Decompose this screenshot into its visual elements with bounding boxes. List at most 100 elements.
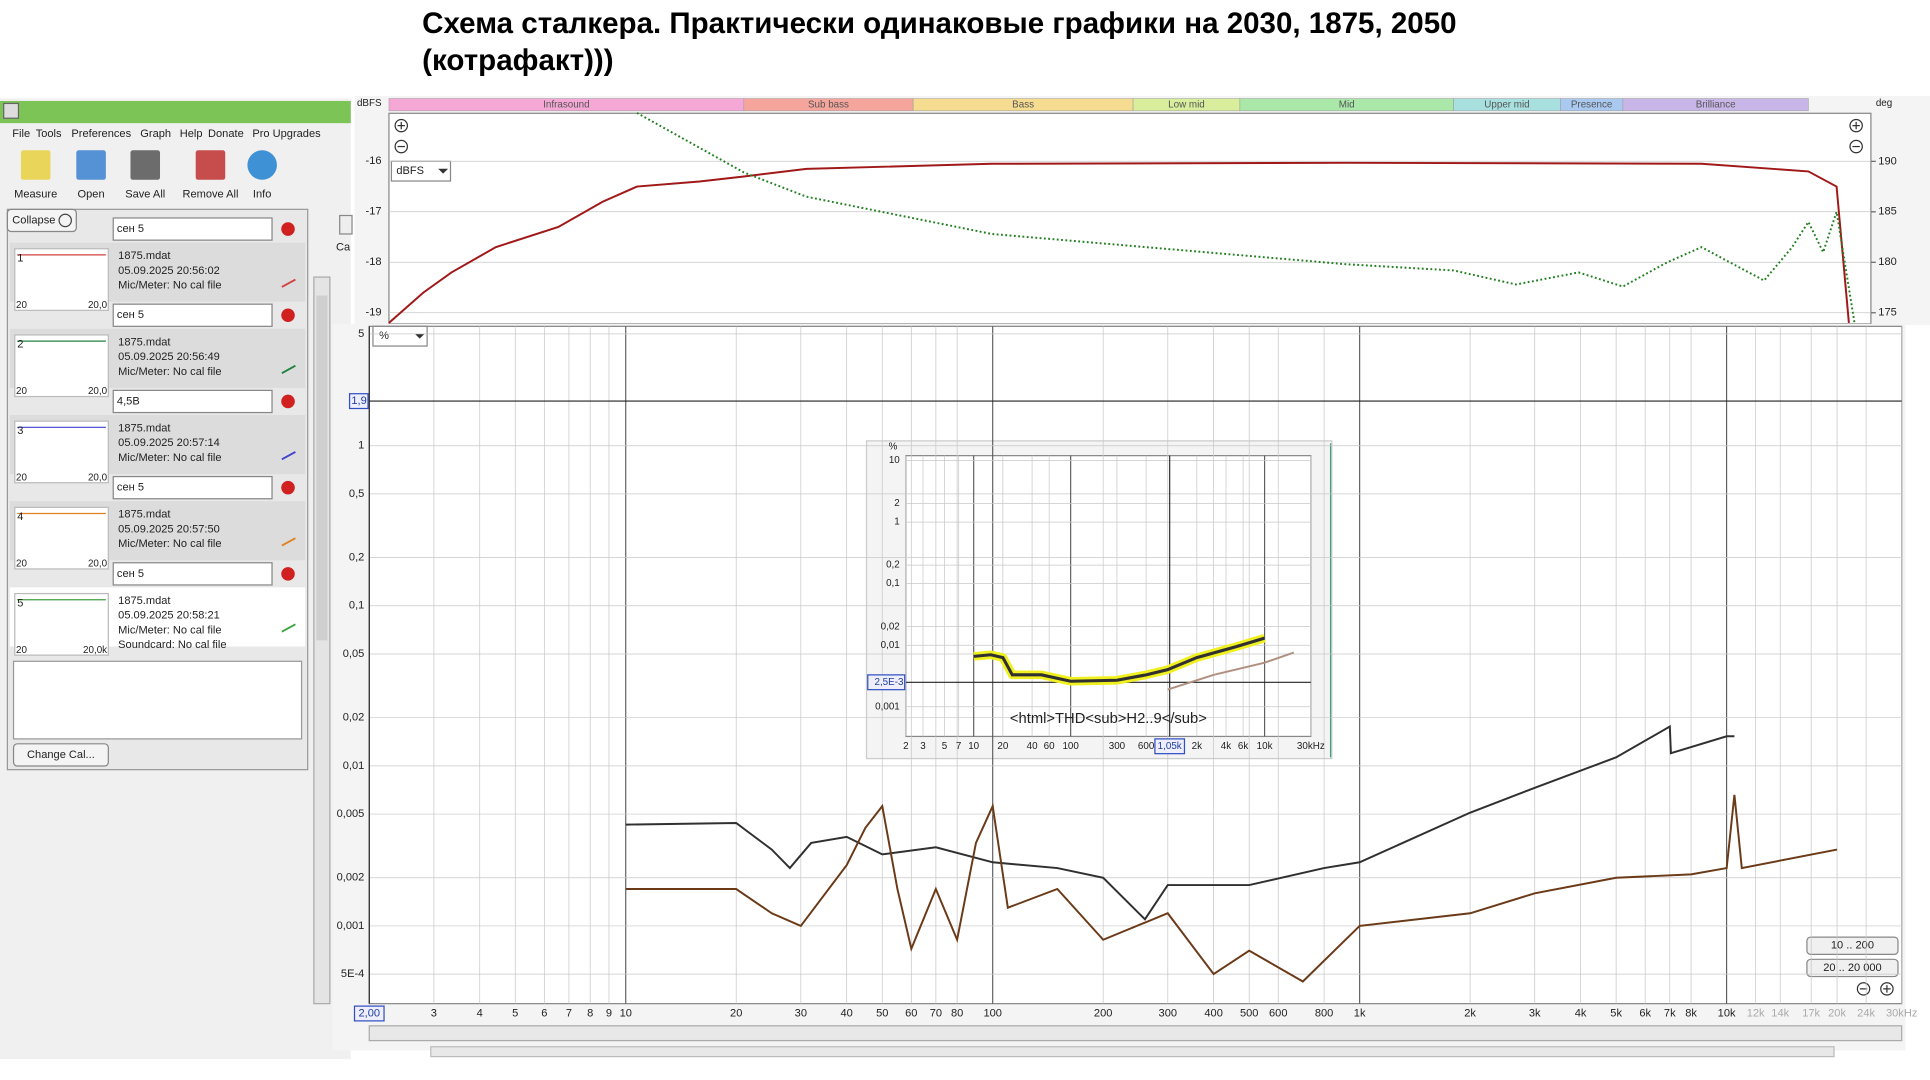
- zoom-in[interactable]: [394, 118, 409, 133]
- side-label: Ca: [336, 241, 351, 253]
- thumb-label: 20,0: [88, 472, 108, 483]
- measurement-index: 1: [17, 253, 23, 265]
- zoom-out[interactable]: [1849, 139, 1863, 154]
- zoom-in[interactable]: [1849, 118, 1863, 133]
- menu-item[interactable]: File: [12, 128, 30, 140]
- zoom-out[interactable]: [1856, 982, 1871, 996]
- band-label: Brilliance: [1696, 99, 1736, 110]
- graphs: Infrasound Sub bass Bass Low mid Mid Upper mi…: [337, 98, 1917, 1022]
- name-field[interactable]: [112, 562, 273, 586]
- zoom-out[interactable]: [394, 139, 409, 154]
- toolbar-label: Measure: [14, 188, 57, 200]
- y-tick-label: 0,002: [337, 872, 365, 884]
- band-label: Presence: [1571, 99, 1613, 110]
- x-tick-label: 5: [512, 1007, 518, 1019]
- x-tick-label: 70: [930, 1007, 942, 1019]
- measurement-mic: Mic/Meter: No cal file: [118, 624, 221, 636]
- measurement-file: 1875.mdat: [118, 509, 170, 521]
- x-tick-label: 9: [606, 1007, 612, 1019]
- y-tick-label: 0,2: [349, 552, 364, 564]
- change-cal-button[interactable]: [12, 743, 109, 767]
- cursor-label: 2,5E-3: [874, 677, 903, 688]
- range-button[interactable]: [1806, 958, 1899, 978]
- remove-icon[interactable]: [281, 222, 295, 236]
- measurement-date: 05.09.2025 20:56:49: [118, 351, 220, 363]
- menu-item[interactable]: Donate: [208, 128, 244, 140]
- trace-color: [281, 623, 296, 633]
- x-tick-label: 12k: [1747, 1007, 1765, 1019]
- y-axis-label: %: [889, 442, 898, 453]
- remove-icon[interactable]: [281, 567, 295, 581]
- measurement-name: сен 5: [117, 309, 144, 321]
- x-tick-label: 60: [1044, 741, 1055, 752]
- menu-item[interactable]: Help: [180, 128, 203, 140]
- thumb-label: 20: [16, 300, 27, 311]
- x-tick-label: 8k: [1685, 1007, 1697, 1019]
- cursor-box: [353, 1005, 385, 1022]
- x-tick-label: 3: [431, 1007, 437, 1019]
- x-tick-label: 800: [1315, 1007, 1333, 1019]
- y-tick-label: 0,05: [343, 648, 365, 660]
- toolbar-icon[interactable]: [195, 150, 226, 180]
- menu-item[interactable]: Tools: [36, 128, 62, 140]
- unit-select-label: dBFS: [396, 165, 424, 177]
- collapse-button[interactable]: [6, 208, 77, 233]
- y-tick-label: 0,2: [886, 560, 900, 571]
- h-scrollbar[interactable]: [368, 1025, 1903, 1042]
- remove-icon[interactable]: [281, 394, 295, 409]
- name-field[interactable]: [112, 475, 273, 500]
- x-tick-label: 4k: [1221, 741, 1231, 752]
- measurement-date: 05.09.2025 20:57:14: [118, 437, 220, 449]
- band-label: Mid: [1339, 99, 1355, 110]
- toolbar-icon[interactable]: [76, 150, 106, 180]
- thumb-label: 20,0: [88, 300, 108, 311]
- x-tick-label: 8: [587, 1007, 593, 1019]
- band-label: Low mid: [1168, 99, 1205, 110]
- y-tick-label: 0,02: [881, 621, 900, 632]
- band: [1622, 98, 1809, 112]
- thumb-label: 20,0: [88, 559, 108, 570]
- dropdown-arrow: [438, 168, 449, 174]
- dropdown-arrow: [414, 333, 425, 339]
- measurement-index: 4: [17, 511, 23, 523]
- zoom-in[interactable]: [1880, 982, 1894, 996]
- x-tick-label: 5: [942, 741, 948, 752]
- y-tick-label: -18: [366, 256, 382, 268]
- menu-item[interactable]: Pro Upgrades: [252, 128, 321, 140]
- x-tick-label: 500: [1240, 1007, 1258, 1019]
- y-tick-label: 0,02: [343, 712, 365, 724]
- toolbar-icon[interactable]: [247, 150, 277, 180]
- measurement-name: сен 5: [117, 482, 144, 494]
- toolbar-label: Open: [78, 188, 105, 200]
- menu-item[interactable]: Preferences: [71, 128, 131, 140]
- toolbar-icon[interactable]: [130, 150, 161, 180]
- legend-strip: [430, 1046, 1835, 1058]
- y-tick-label: -16: [366, 155, 382, 167]
- toolbar-icon[interactable]: [20, 150, 51, 180]
- x-tick-label: 17k: [1802, 1007, 1820, 1019]
- name-field[interactable]: [112, 389, 273, 414]
- x-tick-label: 4: [477, 1007, 483, 1019]
- series-line: [636, 112, 1856, 325]
- band-label: Upper mid: [1484, 99, 1529, 110]
- cursor-box: [867, 674, 906, 691]
- remove-icon[interactable]: [281, 480, 295, 495]
- x-tick-label: 100: [1062, 741, 1079, 752]
- change-cal-label: Change Cal...: [27, 749, 95, 761]
- notes-box[interactable]: [12, 660, 303, 740]
- thumb-label: 20,0k: [83, 645, 107, 656]
- remove-icon[interactable]: [281, 308, 295, 323]
- name-field[interactable]: [112, 217, 273, 241]
- title-line: (котрафакт))): [422, 44, 613, 77]
- range-button[interactable]: [1806, 936, 1899, 956]
- thumb-label: 20: [16, 559, 27, 570]
- name-field[interactable]: [112, 303, 273, 327]
- unit-select[interactable]: [372, 325, 428, 347]
- toolbar-label: Remove All: [182, 188, 238, 200]
- x-tick-label: 200: [1094, 1007, 1112, 1019]
- scroll-thumb[interactable]: [316, 295, 328, 641]
- menu-item[interactable]: Graph: [140, 128, 171, 140]
- thumbnail: [14, 506, 109, 570]
- title-line: Схема сталкера. Практически одинаковые г…: [422, 7, 1456, 40]
